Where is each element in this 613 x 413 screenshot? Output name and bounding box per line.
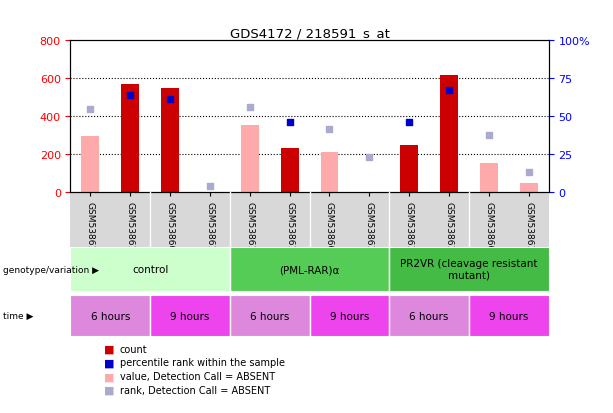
Bar bbox=[440, 76, 458, 192]
Point bbox=[125, 93, 135, 99]
Point bbox=[524, 169, 533, 176]
Bar bbox=[480, 164, 498, 192]
Bar bbox=[161, 88, 179, 192]
Bar bbox=[121, 85, 139, 192]
Point bbox=[86, 107, 96, 114]
Text: genotype/variation ▶: genotype/variation ▶ bbox=[3, 265, 99, 274]
Point bbox=[205, 183, 215, 190]
Text: time ▶: time ▶ bbox=[3, 311, 34, 320]
Text: control: control bbox=[132, 264, 169, 275]
Bar bbox=[281, 149, 299, 192]
Text: 9 hours: 9 hours bbox=[170, 311, 210, 321]
Text: 9 hours: 9 hours bbox=[489, 311, 528, 321]
Text: rank, Detection Call = ABSENT: rank, Detection Call = ABSENT bbox=[120, 385, 270, 395]
Text: count: count bbox=[120, 344, 147, 354]
Point bbox=[484, 132, 494, 139]
Title: GDS4172 / 218591_s_at: GDS4172 / 218591_s_at bbox=[230, 27, 389, 40]
Point bbox=[364, 154, 374, 161]
Point bbox=[166, 96, 175, 103]
Point bbox=[284, 119, 294, 126]
Text: percentile rank within the sample: percentile rank within the sample bbox=[120, 358, 284, 368]
Text: value, Detection Call = ABSENT: value, Detection Call = ABSENT bbox=[120, 371, 275, 381]
Text: 9 hours: 9 hours bbox=[330, 311, 369, 321]
Bar bbox=[82, 136, 99, 192]
Point bbox=[405, 119, 414, 126]
Point bbox=[325, 126, 335, 133]
Text: 6 hours: 6 hours bbox=[91, 311, 130, 321]
Text: 6 hours: 6 hours bbox=[409, 311, 449, 321]
Bar bbox=[241, 126, 259, 192]
Text: PR2VR (cleavage resistant
mutant): PR2VR (cleavage resistant mutant) bbox=[400, 259, 538, 280]
Text: (PML-RAR)α: (PML-RAR)α bbox=[280, 264, 340, 275]
Bar bbox=[321, 153, 338, 192]
Text: ■: ■ bbox=[104, 385, 115, 395]
Text: ■: ■ bbox=[104, 344, 115, 354]
Text: 6 hours: 6 hours bbox=[250, 311, 289, 321]
Bar bbox=[400, 145, 418, 192]
Point bbox=[245, 104, 255, 111]
Text: ■: ■ bbox=[104, 371, 115, 381]
Bar bbox=[520, 183, 538, 192]
Point bbox=[444, 88, 454, 95]
Text: ■: ■ bbox=[104, 358, 115, 368]
